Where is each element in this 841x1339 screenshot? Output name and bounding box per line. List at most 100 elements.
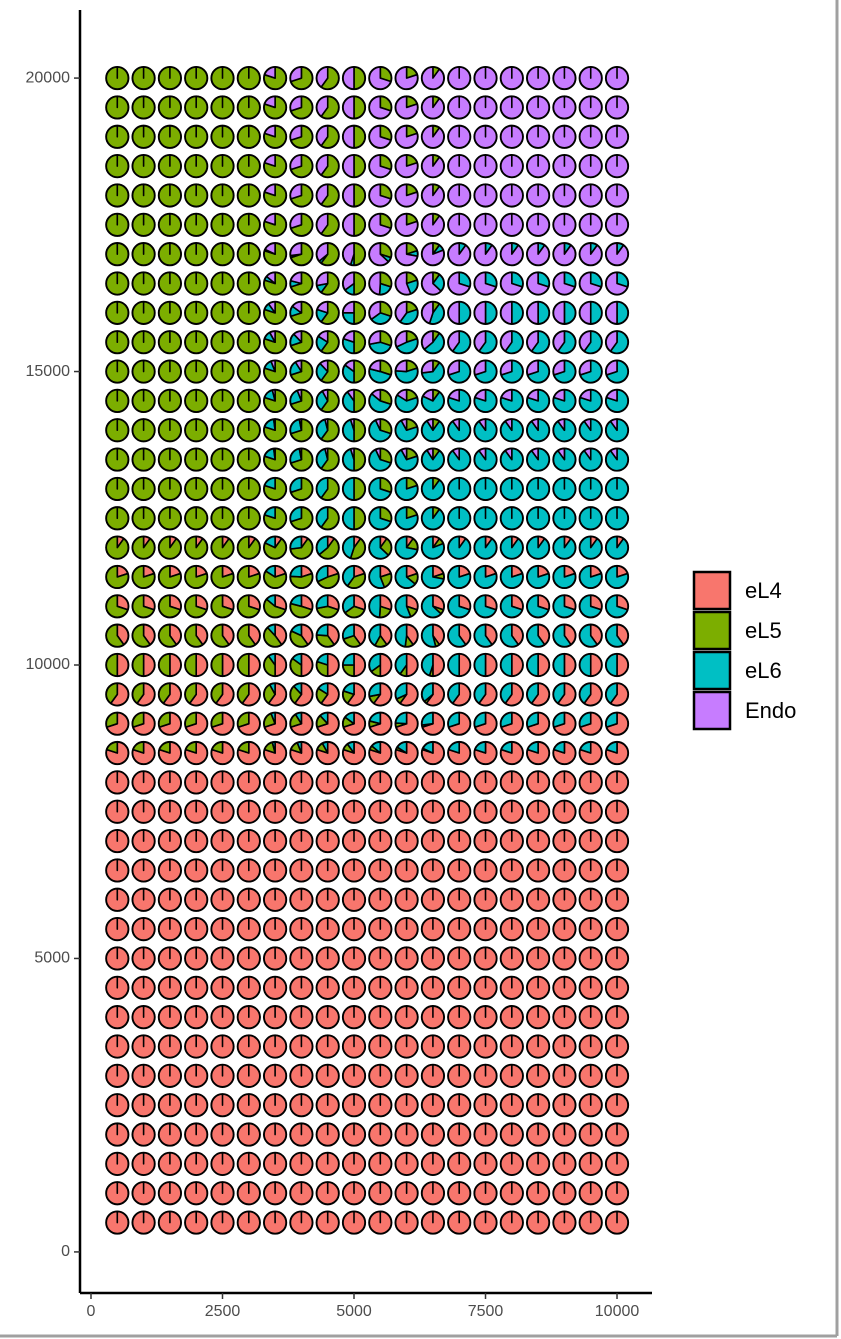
pie-slice [552, 682, 566, 705]
pie-slice [158, 653, 171, 677]
pie-slice [296, 741, 303, 754]
pie-slice [605, 154, 629, 178]
pie-slice [504, 418, 513, 432]
pie-slice [511, 653, 524, 677]
pie-slice [263, 1210, 287, 1235]
pie-slice [421, 1034, 445, 1059]
pie-slice [263, 1152, 287, 1176]
pie-slice [368, 1034, 393, 1059]
pie-slice [317, 330, 329, 343]
pie-slice [342, 887, 366, 912]
pie-slice [394, 1093, 419, 1117]
pie-slice [342, 66, 355, 90]
pie-slice [578, 271, 602, 296]
pie-slice [394, 394, 419, 413]
pie-slice [320, 301, 340, 325]
pie-slice [526, 535, 550, 560]
pie-slice [158, 1210, 182, 1235]
pie-slice [605, 1093, 629, 1117]
pie-slice [265, 271, 276, 285]
pie-slice [578, 359, 592, 376]
pie-slice [353, 330, 366, 354]
pie-slice [105, 917, 130, 941]
pie-slice [319, 359, 329, 373]
pie-slice [421, 301, 434, 325]
pie-slice [447, 565, 471, 589]
pie-slice [578, 565, 603, 589]
pie-slice [353, 653, 366, 677]
pie-slice [396, 741, 408, 754]
pie-slice [237, 1064, 261, 1088]
pie-slice [578, 711, 592, 728]
pie-slice [605, 66, 629, 90]
pie-slice [131, 1181, 156, 1206]
pie-slice [158, 741, 171, 754]
pie-slice [421, 799, 445, 824]
pie-slice [265, 565, 276, 578]
pie-slice [210, 653, 224, 677]
pie-slice [552, 213, 577, 237]
pie-slice [421, 1122, 445, 1147]
pie-slice [263, 124, 276, 138]
pie-slice [158, 477, 182, 501]
pie-slice [537, 623, 550, 646]
pie-slice [616, 653, 629, 677]
pie-slice [342, 1181, 366, 1206]
pie-slice [578, 301, 592, 325]
pie-slice [184, 124, 208, 149]
pie-slice [210, 301, 235, 325]
pie-slice [394, 183, 419, 208]
y-tick-label: 5000 [34, 950, 70, 967]
pie-slice [368, 858, 393, 883]
pie-slice [552, 653, 566, 677]
pie-slice [237, 594, 261, 619]
pie-slice [184, 1064, 208, 1088]
pie-slice [105, 330, 130, 354]
pie-slice [368, 341, 392, 354]
pie-slice [473, 799, 498, 824]
pie-slice [342, 1122, 366, 1147]
pie-slice [320, 183, 340, 208]
legend-label: eL4 [745, 578, 782, 603]
pie-slice [421, 213, 445, 237]
pie-slice [237, 1152, 261, 1176]
pie-slice [315, 1005, 340, 1029]
pie-slice [210, 565, 235, 589]
pie-slice [552, 1064, 577, 1088]
pie-slice [368, 66, 392, 90]
pie-slice [447, 301, 461, 325]
pie-slice [537, 301, 550, 325]
pie-slice [447, 213, 471, 237]
pie-slice [500, 213, 524, 237]
pie-slice [210, 1005, 235, 1029]
pie-slice [500, 1093, 524, 1117]
pie-slice [579, 741, 592, 754]
pie-slice [394, 330, 408, 348]
pie-slice [131, 1005, 156, 1029]
pie-slice [552, 66, 577, 90]
pie-slice [605, 1005, 629, 1029]
pie-slice [552, 887, 577, 912]
pie-slice [342, 301, 355, 314]
pie-slice [368, 124, 392, 149]
pie-slice [263, 770, 287, 795]
pie-slice [210, 594, 234, 619]
pie-slice [344, 711, 355, 725]
pie-slice [315, 799, 340, 824]
pie-slice [368, 1152, 393, 1176]
pie-slice [447, 741, 461, 754]
pie-slice [557, 418, 566, 432]
pie-slice [473, 301, 487, 325]
pie-slice [131, 95, 156, 120]
pie-slice [557, 682, 577, 707]
pie-slice [237, 389, 261, 413]
pie-slice [394, 1210, 419, 1235]
pie-slice [500, 682, 513, 705]
pie-slice [289, 1210, 314, 1235]
pie-slice [426, 418, 434, 432]
pie-slice [269, 330, 276, 343]
pie-slice [158, 447, 182, 472]
pie-slice [500, 1005, 524, 1029]
pie-slice [210, 917, 235, 941]
pie-slice [484, 301, 498, 325]
